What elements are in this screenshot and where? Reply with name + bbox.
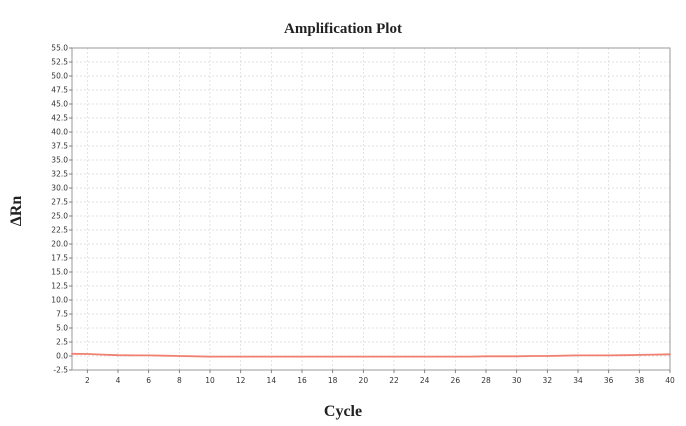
x-tick-label: 12 — [236, 376, 246, 385]
grid — [72, 47, 671, 371]
y-tick-label: 27.5 — [51, 198, 68, 207]
y-axis-ticks: -2.5 0.0 2.5 5.0 7.5 10.0 12.5 15.0 17.5 20.0 22.5… — [51, 44, 72, 375]
x-tick-label: 6 — [146, 376, 151, 385]
x-tick-label: 16 — [297, 376, 307, 385]
x-tick-label: 28 — [481, 376, 491, 385]
series-layer — [71, 352, 671, 358]
x-tick-label: 38 — [635, 376, 645, 385]
y-tick-label: 0.0 — [56, 352, 68, 361]
y-tick-label: 25.0 — [51, 212, 68, 221]
y-tick-label: 52.5 — [51, 58, 68, 67]
x-axis-label: Cycle — [324, 403, 362, 420]
x-tick-label: 14 — [267, 376, 277, 385]
y-tick-label: 20.0 — [51, 240, 68, 249]
x-tick-label: 32 — [543, 376, 553, 385]
chart-title: Amplification Plot — [284, 21, 402, 37]
x-tick-label: 4 — [116, 376, 121, 385]
y-tick-label: 50.0 — [51, 72, 68, 81]
y-tick-label: 17.5 — [51, 254, 68, 263]
y-tick-label: 55.0 — [51, 44, 68, 53]
x-tick-label: 34 — [573, 376, 583, 385]
x-tick-label: 26 — [451, 376, 461, 385]
x-tick-label: 2 — [85, 376, 90, 385]
series-line — [71, 352, 671, 358]
y-tick-label: 45.0 — [51, 100, 68, 109]
y-tick-label: 32.5 — [51, 170, 68, 179]
y-tick-label: 47.5 — [51, 86, 68, 95]
x-tick-label: 20 — [359, 376, 369, 385]
y-tick-label: 42.5 — [51, 114, 68, 123]
x-tick-label: 30 — [512, 376, 522, 385]
y-tick-label: 2.5 — [56, 338, 68, 347]
x-tick-label: 40 — [665, 376, 675, 385]
y-tick-label: 40.0 — [51, 128, 68, 137]
y-tick-label: 12.5 — [51, 282, 68, 291]
y-tick-label: 7.5 — [56, 310, 68, 319]
x-tick-label: 36 — [604, 376, 614, 385]
x-tick-label: 18 — [328, 376, 338, 385]
y-tick-label: 22.5 — [51, 226, 68, 235]
x-tick-label: 24 — [420, 376, 430, 385]
y-tick-label: 5.0 — [56, 324, 68, 333]
y-tick-label: 10.0 — [51, 296, 68, 305]
y-tick-label: 35.0 — [51, 156, 68, 165]
x-axis-ticks: 2 4 6 8 10 12 14 16 18 20 22 24 26 28 30 32 34 36 38 40 — [85, 370, 675, 385]
y-tick-label: 30.0 — [51, 184, 68, 193]
y-axis-label: ΔRn — [8, 196, 25, 227]
plot-area-frame — [71, 47, 671, 371]
y-tick-label: -2.5 — [53, 366, 68, 375]
x-tick-label: 22 — [389, 376, 399, 385]
y-tick-label: 37.5 — [51, 142, 68, 151]
y-tick-label: 15.0 — [51, 268, 68, 277]
x-tick-label: 10 — [205, 376, 215, 385]
x-tick-label: 8 — [177, 376, 182, 385]
